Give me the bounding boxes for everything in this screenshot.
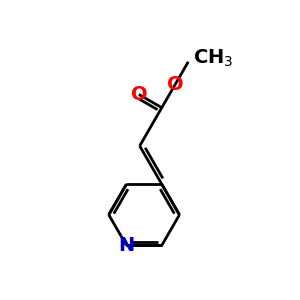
Text: CH$_3$: CH$_3$ (193, 48, 233, 70)
Text: O: O (130, 85, 147, 104)
Text: O: O (167, 75, 183, 94)
Text: N: N (118, 236, 135, 255)
